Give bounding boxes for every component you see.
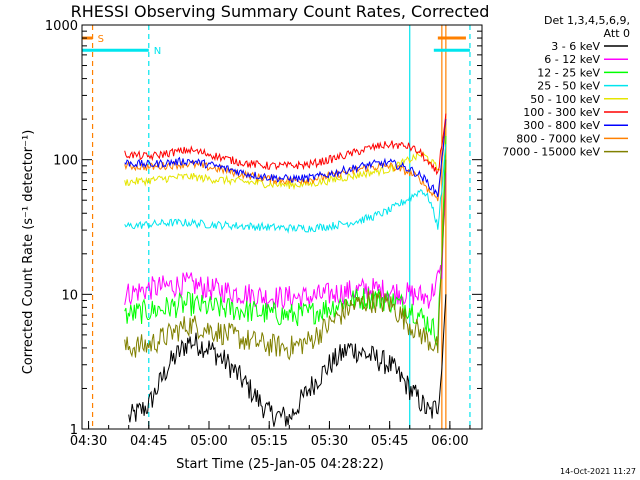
- legend-entry-label: 3 - 6 keV: [551, 40, 600, 53]
- flag-label: N: [154, 46, 161, 57]
- y-tick-label: 100: [53, 154, 78, 169]
- legend-entry-label: 100 - 300 keV: [523, 106, 600, 119]
- series-line: [124, 159, 447, 361]
- x-tick-label: 04:45: [130, 434, 167, 449]
- series-line: [124, 122, 447, 202]
- legend-entry-label: 300 - 800 keV: [523, 119, 600, 132]
- series-line: [124, 172, 447, 310]
- x-axis-ticks: 04:30 04:45 05:00 05:15 05:30 05:45 06:00: [70, 421, 471, 449]
- series-line: [124, 113, 447, 176]
- legend-entry-label: 6 - 12 keV: [544, 53, 600, 66]
- generation-timestamp: 14-Oct-2021 11:27: [560, 467, 636, 476]
- legend-header-line-2: Att 0: [604, 27, 630, 40]
- chart-title: RHESSI Observing Summary Count Rates, Co…: [71, 2, 490, 21]
- series-lines: [124, 113, 447, 427]
- legend-entry-label: 800 - 7000 keV: [516, 132, 600, 145]
- series-line: [128, 294, 447, 427]
- legend-entry-label: 25 - 50 keV: [537, 80, 600, 93]
- legend-entry-label: 50 - 100 keV: [530, 93, 600, 106]
- x-tick-label: 04:30: [70, 434, 107, 449]
- plot-frame: [81, 24, 483, 430]
- y-axis-label: Corrected Count Rate (s⁻¹ detector⁻¹): [21, 130, 36, 375]
- plot-area: SN 04:30 04:45 05:00 05:15 05:30 05:45 06:00 1…: [45, 19, 483, 449]
- flag-bars: SN: [82, 34, 470, 57]
- x-tick-label: 05:45: [371, 434, 408, 449]
- x-tick-label: 05:15: [250, 434, 287, 449]
- x-axis-label: Start Time (25-Jan-05 04:28:22): [176, 457, 384, 472]
- y-tick-label: 1000: [45, 19, 78, 34]
- series-line: [124, 119, 447, 198]
- x-tick-label: 06:00: [431, 434, 468, 449]
- flag-label: S: [98, 34, 104, 45]
- legend-entry-label: 12 - 25 keV: [537, 66, 600, 79]
- x-tick-label: 05:00: [190, 434, 227, 449]
- vertical-markers: [91, 25, 471, 429]
- legend-header-line-1: Det 1,3,4,5,6,9,: [544, 14, 630, 27]
- y-axis-ticks: 1 10 100 1000: [45, 19, 482, 438]
- legend-entry-label: 7000 - 15000 keV: [502, 146, 600, 159]
- y-tick-label: 1: [70, 423, 78, 438]
- y-tick-label: 10: [61, 288, 78, 303]
- series-line: [124, 125, 447, 191]
- series-line: [124, 144, 447, 234]
- x-tick-label: 05:30: [311, 434, 348, 449]
